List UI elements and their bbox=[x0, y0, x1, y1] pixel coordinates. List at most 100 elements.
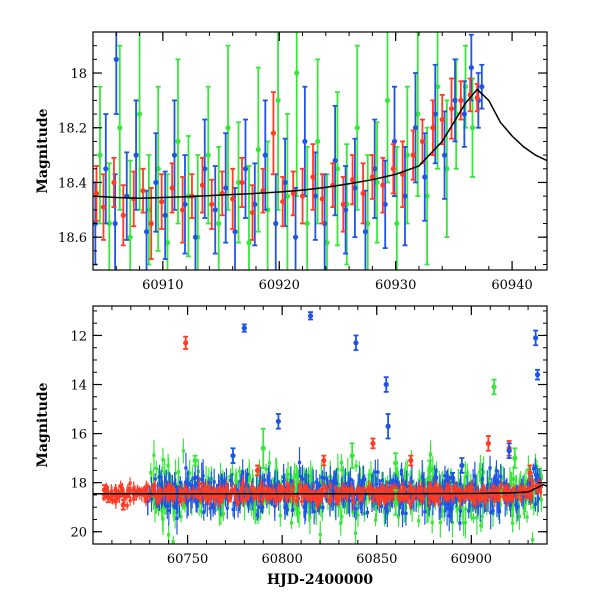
baseline-point-green bbox=[396, 506, 401, 527]
baseline-point-red bbox=[529, 485, 533, 493]
baseline-point-red bbox=[405, 490, 410, 503]
baseline-point-red bbox=[272, 488, 276, 504]
baseline-point-red bbox=[508, 488, 512, 496]
x-tick-label: 60920 bbox=[259, 278, 300, 293]
baseline-point-red bbox=[316, 496, 320, 511]
baseline-point-red bbox=[155, 497, 159, 508]
data-point-blue bbox=[212, 165, 218, 255]
baseline-point-red bbox=[432, 491, 437, 508]
outlier-point-blue bbox=[533, 329, 539, 347]
baseline-point-red bbox=[368, 488, 372, 502]
baseline-point-red bbox=[396, 490, 400, 504]
baseline-point-green bbox=[149, 462, 153, 483]
baseline-point-red bbox=[408, 483, 412, 495]
baseline-point-green bbox=[425, 492, 429, 524]
data-point-green bbox=[365, 154, 371, 270]
data-point-blue bbox=[402, 145, 408, 247]
baseline-point-red bbox=[328, 480, 332, 492]
baseline-point-blue bbox=[225, 497, 229, 519]
data-point-blue bbox=[153, 132, 159, 233]
outlier-point-red bbox=[321, 454, 327, 467]
baseline-point-green bbox=[264, 463, 268, 475]
baseline-point-green bbox=[487, 469, 491, 490]
data-point-red bbox=[219, 170, 225, 217]
baseline-point-blue bbox=[245, 467, 250, 481]
baseline-point-red bbox=[227, 490, 231, 502]
x-axis-title: HJD-2400000 bbox=[267, 572, 374, 588]
baseline-point-red bbox=[334, 491, 338, 499]
baseline-point-green bbox=[480, 504, 484, 529]
baseline-point-red bbox=[238, 485, 242, 497]
series-blue bbox=[93, 32, 485, 270]
baseline-point-red bbox=[299, 484, 303, 499]
baseline-point-red bbox=[357, 484, 362, 493]
outliers-blue bbox=[230, 311, 541, 484]
data-point-red bbox=[111, 156, 117, 208]
baseline-point-green bbox=[238, 466, 242, 477]
baseline-point-blue bbox=[480, 463, 484, 495]
baseline-point-green bbox=[274, 458, 279, 489]
baseline-point-green bbox=[255, 474, 260, 489]
baseline-point-red bbox=[482, 484, 486, 500]
y-tick-label: 18.6 bbox=[58, 231, 87, 246]
baseline-point-green bbox=[374, 502, 379, 518]
outlier-point-blue bbox=[385, 413, 391, 440]
baseline-point-red bbox=[450, 488, 455, 500]
baseline-point-red bbox=[186, 491, 190, 500]
baseline-point-green bbox=[511, 513, 515, 533]
data-point-green bbox=[424, 126, 430, 266]
outlier-point-blue bbox=[534, 368, 541, 381]
baseline-point-red bbox=[466, 486, 470, 494]
y-tick-label: 14 bbox=[70, 379, 87, 394]
data-point-red bbox=[448, 77, 455, 140]
baseline-point-blue bbox=[533, 496, 538, 512]
baseline-point-blue bbox=[262, 473, 267, 487]
outlier-point-blue bbox=[383, 376, 389, 393]
baseline-point-red bbox=[492, 483, 496, 490]
series-red bbox=[93, 77, 480, 260]
baseline-point-blue bbox=[379, 499, 383, 513]
baseline-point-green bbox=[309, 460, 313, 492]
outlier-point-blue bbox=[459, 457, 465, 474]
baseline-point-green bbox=[154, 460, 158, 477]
data-point-red bbox=[458, 80, 464, 121]
data-point-red bbox=[260, 167, 266, 214]
baseline-point-red bbox=[267, 494, 271, 502]
outlier-point-red bbox=[254, 464, 261, 477]
baseline-point-red bbox=[217, 496, 221, 508]
data-point-red bbox=[180, 176, 186, 244]
baseline-point-blue bbox=[231, 502, 235, 517]
data-point-green bbox=[136, 32, 143, 211]
baseline-point-blue bbox=[467, 503, 471, 519]
baseline-point-blue bbox=[399, 462, 404, 486]
baseline-point-red bbox=[285, 489, 290, 505]
baseline-point-red bbox=[401, 494, 405, 501]
data-point-blue bbox=[343, 165, 349, 255]
data-point-red bbox=[410, 129, 416, 181]
outlier-point-red bbox=[183, 335, 189, 350]
data-point-red bbox=[270, 91, 277, 176]
outlier-point-blue bbox=[307, 311, 314, 321]
panel-bottom: 60750 60800 60850 60900 12 14 16 18 20 Magnitude H… bbox=[35, 305, 548, 588]
baseline-point-green bbox=[479, 519, 483, 533]
baseline-point-red bbox=[285, 479, 289, 491]
baseline-point-red bbox=[382, 483, 386, 492]
baseline-point-blue bbox=[497, 498, 502, 525]
baseline-point-red bbox=[340, 483, 344, 494]
data-point-green bbox=[155, 85, 161, 252]
data-point-red bbox=[120, 498, 126, 511]
baseline-point-blue bbox=[297, 447, 302, 478]
baseline-point-green bbox=[297, 498, 301, 528]
baseline-point-green bbox=[525, 511, 529, 523]
baseline-point-blue bbox=[312, 498, 316, 525]
baseline-point-red bbox=[184, 485, 189, 495]
x-tick-label: 60750 bbox=[167, 552, 208, 567]
baseline-point-red bbox=[471, 494, 475, 506]
data-point-red bbox=[280, 176, 286, 228]
data-point-red bbox=[290, 170, 296, 217]
data-point-red bbox=[349, 154, 356, 206]
x-tick-label: 60850 bbox=[356, 552, 397, 567]
baseline-point-red bbox=[355, 485, 360, 497]
baseline-point-blue bbox=[186, 485, 190, 516]
baseline-point-red bbox=[362, 484, 366, 493]
